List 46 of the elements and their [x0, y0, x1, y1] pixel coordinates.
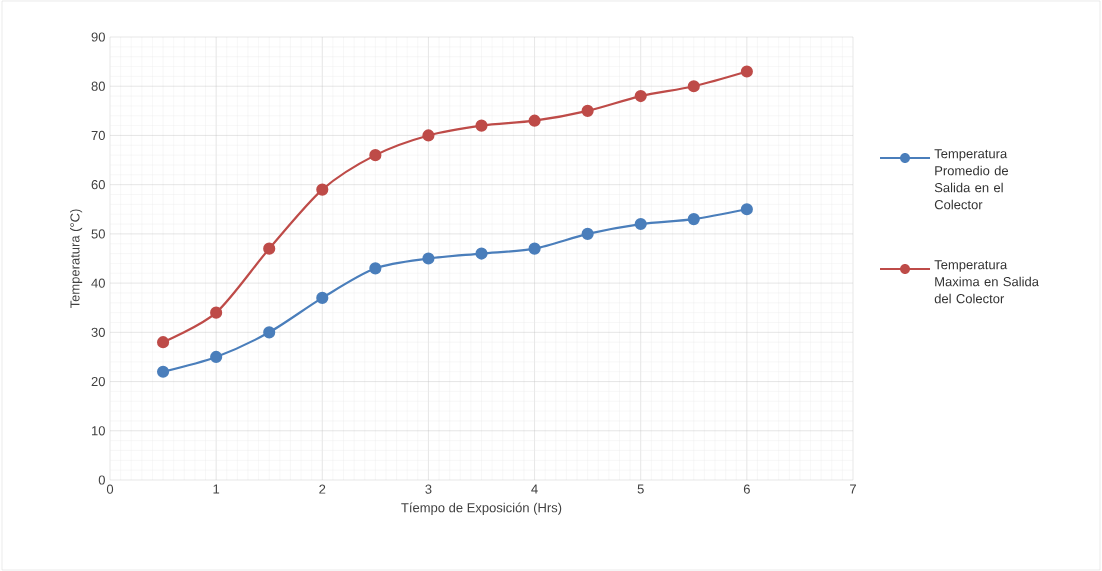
x-tick-label: 1: [213, 484, 220, 494]
point: [156, 365, 170, 378]
y-tick-label: 80: [91, 81, 105, 91]
x-tick-label: 6: [743, 484, 750, 494]
x-tick-label: 7: [850, 484, 856, 494]
point: [263, 326, 276, 339]
y-tick-label: 40: [91, 278, 105, 288]
point: [369, 149, 382, 162]
x-axis-title: Tíempo de Exposición (Hrs): [401, 502, 562, 515]
point: [528, 242, 541, 255]
y-axis-title: Temperatura (°C): [70, 209, 83, 309]
point: [740, 203, 753, 216]
point: [581, 104, 594, 117]
point: [634, 217, 647, 231]
x-tick-label: 3: [425, 484, 432, 494]
point: [581, 227, 594, 240]
point: [156, 336, 170, 349]
legend-label: Temperatura Promedio de Salida en el Colector: [934, 149, 1009, 210]
point: [210, 350, 223, 364]
y-tick-label: 10: [91, 426, 105, 436]
y-tick-label: 60: [91, 180, 105, 190]
point: [316, 183, 329, 196]
legend-label: Temperatura Maxima en Salida del Colector: [934, 260, 1039, 304]
point: [687, 213, 700, 226]
point: [210, 306, 223, 319]
point: [422, 252, 435, 265]
x-tick-label: 4: [531, 484, 538, 494]
point: [316, 291, 329, 304]
y-tick-label: 30: [91, 327, 105, 337]
x-tick-label: 0: [106, 484, 114, 494]
point: [475, 119, 488, 132]
y-tick-label: 20: [91, 376, 105, 387]
point: [475, 247, 488, 260]
point: [528, 114, 541, 127]
y-tick-label: 70: [91, 130, 105, 141]
point: [740, 65, 753, 78]
point: [263, 242, 276, 255]
x-tick-label: 5: [637, 484, 644, 494]
point: [369, 262, 382, 275]
point: [634, 89, 647, 103]
point: [422, 129, 435, 142]
y-tick-label: 90: [91, 32, 105, 42]
point: [687, 80, 700, 93]
y-tick-label: 50: [91, 229, 105, 239]
y-tick-label: 0: [98, 475, 105, 485]
x-tick-label: 2: [319, 484, 326, 494]
